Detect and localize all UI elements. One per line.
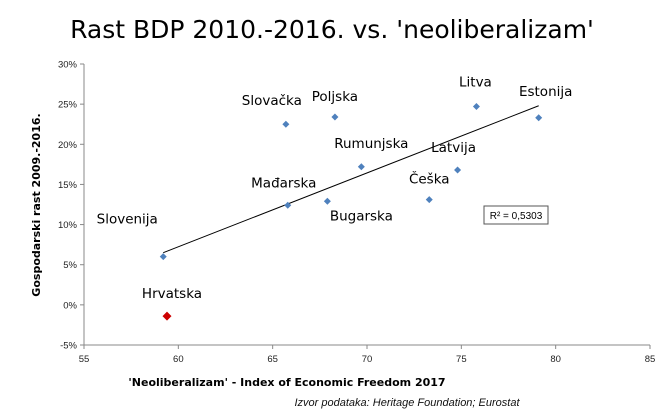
point-label-slovenija: Slovenija bbox=[97, 212, 158, 228]
y-tick-label: -5% bbox=[60, 341, 77, 352]
x-tick-label: 65 bbox=[267, 354, 278, 365]
x-tick-label: 70 bbox=[362, 354, 373, 365]
data-point-poljska bbox=[331, 113, 339, 121]
data-point-bugarska bbox=[323, 197, 331, 205]
y-tick-label: 30% bbox=[58, 60, 78, 71]
r-squared-label: R² = 0,5303 bbox=[490, 211, 543, 222]
data-points-layer bbox=[159, 103, 543, 321]
x-tick-label: 55 bbox=[79, 354, 90, 365]
data-point-mađarska bbox=[284, 201, 292, 209]
point-label-hrvatska: Hrvatska bbox=[142, 286, 202, 302]
x-tick-label: 80 bbox=[550, 354, 561, 365]
x-tick-label: 85 bbox=[645, 354, 656, 365]
r-squared-box bbox=[483, 205, 549, 225]
x-axis-title: 'Neoliberalizam' - Index of Economic Fre… bbox=[128, 376, 445, 389]
x-tick-label: 60 bbox=[173, 354, 184, 365]
point-label-poljska: Poljska bbox=[312, 89, 358, 105]
point-label-češka: Češka bbox=[409, 170, 450, 188]
point-label-bugarska: Bugarska bbox=[330, 208, 393, 224]
point-label-slovačka: Slovačka bbox=[242, 93, 302, 109]
data-point-estonija bbox=[535, 114, 543, 122]
data-point-slovenija bbox=[159, 253, 167, 261]
trendline-layer bbox=[163, 105, 539, 254]
y-tick-label: 20% bbox=[58, 140, 78, 151]
point-label-latvija: Latvija bbox=[431, 140, 476, 156]
point-label-mađarska: Mađarska bbox=[251, 175, 316, 191]
data-point-češka bbox=[425, 196, 433, 204]
source-note: Izvor podataka: Heritage Foundation; Eur… bbox=[294, 397, 520, 409]
y-axis-title: Gospodarski rast 2009.-2016. bbox=[30, 113, 43, 296]
y-tick-label: 25% bbox=[58, 100, 78, 111]
data-point-latvija bbox=[454, 166, 462, 174]
data-point-slovačka bbox=[282, 120, 290, 128]
y-axis-ticks: -5% 0% 5% 10% 15% 20% 25% 30% bbox=[58, 60, 84, 352]
data-point-rumunjska bbox=[357, 163, 365, 171]
y-tick-label: 5% bbox=[63, 260, 77, 271]
y-tick-label: 15% bbox=[58, 180, 78, 191]
y-tick-label: 0% bbox=[63, 300, 77, 311]
x-axis-ticks: 55 60 65 70 75 80 85 bbox=[79, 345, 656, 365]
y-tick-label: 10% bbox=[58, 220, 78, 231]
x-tick-label: 75 bbox=[456, 354, 467, 365]
point-label-litva: Litva bbox=[459, 75, 492, 91]
point-label-estonija: Estonija bbox=[519, 84, 572, 100]
data-point-hrvatska bbox=[162, 311, 172, 321]
point-labels-layer: Slovenija Hrvatska Mađarska Slovačka Bugarsk… bbox=[97, 75, 573, 303]
trendline bbox=[163, 105, 539, 254]
chart-title: Rast BDP 2010.-2016. vs. 'neoliberalizam… bbox=[70, 15, 594, 44]
point-label-rumunjska: Rumunjska bbox=[334, 136, 408, 152]
data-point-litva bbox=[472, 103, 480, 111]
